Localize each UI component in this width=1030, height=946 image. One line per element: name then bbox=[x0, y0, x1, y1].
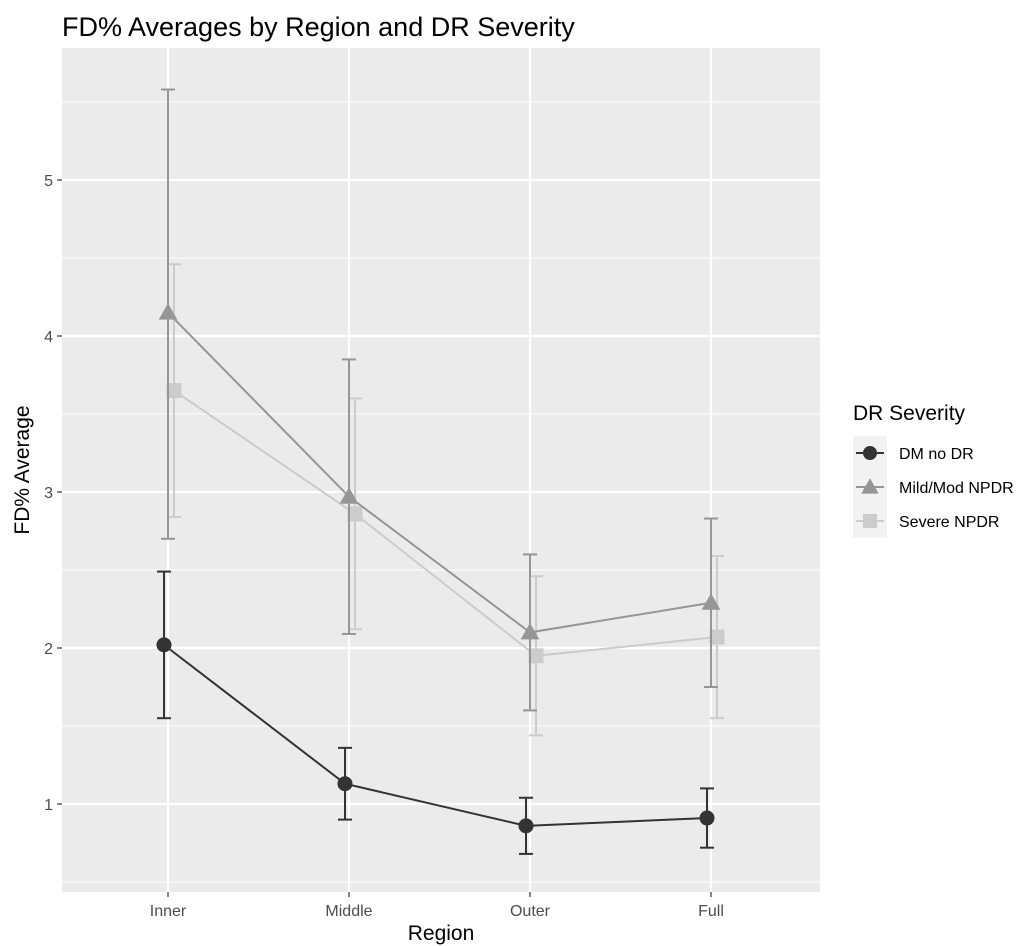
data-point bbox=[528, 648, 544, 664]
legend-label: Severe NPDR bbox=[899, 514, 999, 531]
series-line bbox=[163, 644, 708, 827]
x-tick-label: Inner bbox=[150, 903, 187, 920]
y-axis-title: FD% Average bbox=[11, 405, 34, 534]
legend-item: Mild/Mod NPDR bbox=[853, 470, 1014, 504]
x-tick-label: Outer bbox=[510, 903, 551, 920]
data-point bbox=[709, 629, 725, 645]
y-tick-label: 4 bbox=[44, 329, 53, 346]
data-point bbox=[347, 506, 363, 522]
y-tick-label: 3 bbox=[44, 485, 53, 502]
data-point bbox=[156, 637, 172, 653]
data-point bbox=[518, 818, 534, 834]
legend-key-marker bbox=[863, 446, 877, 460]
plot-panel bbox=[62, 48, 820, 892]
series-mild-mod-npdr bbox=[158, 88, 721, 712]
y-tick-label: 5 bbox=[44, 173, 53, 190]
legend-label: DM no DR bbox=[899, 446, 974, 463]
data-point bbox=[166, 383, 182, 399]
legend-item: DM no DR bbox=[853, 436, 974, 470]
y-axis-ticks: 1 2 3 4 5 bbox=[44, 173, 62, 814]
x-tick-label: Full bbox=[698, 903, 724, 920]
legend-key-marker bbox=[863, 514, 877, 528]
x-axis-title: Region bbox=[408, 922, 475, 945]
legend-item: Severe NPDR bbox=[853, 504, 999, 538]
chart-title: FD% Averages by Region and DR Severity bbox=[62, 12, 575, 42]
data-point bbox=[337, 776, 353, 792]
y-tick-label: 2 bbox=[44, 641, 53, 658]
data-series bbox=[156, 88, 725, 855]
data-point bbox=[701, 593, 721, 610]
legend-label: Mild/Mod NPDR bbox=[899, 480, 1014, 497]
data-point bbox=[339, 487, 359, 504]
data-point bbox=[699, 810, 715, 826]
data-point bbox=[520, 623, 540, 640]
series-line bbox=[173, 389, 718, 657]
x-tick-label: Middle bbox=[325, 903, 372, 920]
legend: DR Severity DM no DR Mild/Mod NPDR Severe … bbox=[853, 402, 1014, 538]
series-dm-no-dr bbox=[156, 570, 715, 855]
series-line bbox=[167, 311, 712, 634]
legend-title: DR Severity bbox=[853, 402, 966, 425]
x-axis-ticks: Inner Middle Outer Full bbox=[150, 892, 724, 920]
y-tick-label: 1 bbox=[44, 797, 53, 814]
legend-key-marker bbox=[861, 478, 879, 494]
data-point bbox=[158, 303, 178, 320]
series-severe-npdr bbox=[166, 263, 725, 737]
